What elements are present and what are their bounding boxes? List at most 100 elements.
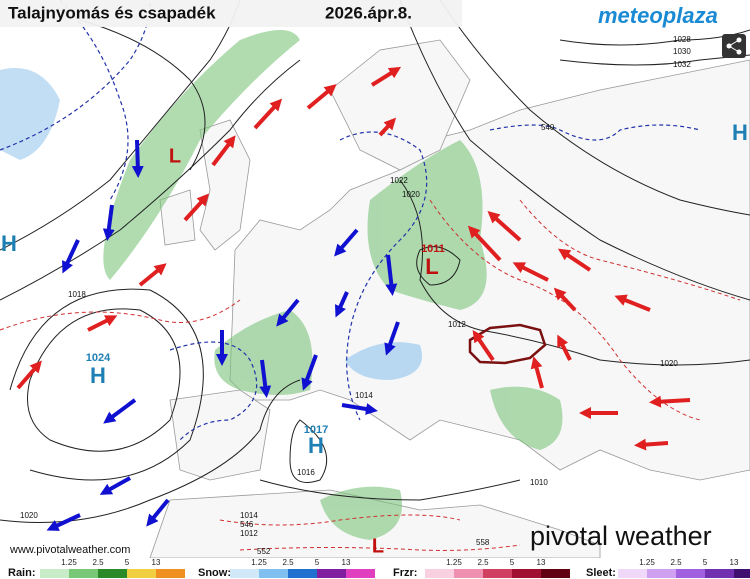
center-letter: H [90, 363, 106, 388]
center-value: 1011 [421, 243, 445, 255]
legend-swatch [230, 569, 259, 578]
wind-arrow [558, 248, 592, 272]
legend-tick: 13 [342, 558, 351, 567]
hungary-outline [468, 323, 547, 365]
wind-arrow [530, 356, 544, 389]
wind-arrow [487, 211, 522, 242]
legend-label: Rain: [8, 567, 36, 579]
wind-arrow [99, 476, 131, 495]
legend-swatch [346, 569, 375, 578]
isobar-label: 558 [476, 538, 490, 547]
wind-arrow [146, 498, 170, 527]
legend-tick: 13 [152, 558, 161, 567]
legend-swatch [647, 569, 676, 578]
wind-arrow [334, 291, 349, 318]
legend-tick: 5 [510, 558, 515, 567]
legend-swatch [259, 569, 288, 578]
legend-swatch [705, 569, 734, 578]
legend-swatch [40, 569, 69, 578]
wind-arrow [276, 298, 300, 327]
wind-arrow [378, 117, 397, 137]
wind-arrow [211, 135, 236, 167]
wind-arrow [131, 139, 144, 178]
wind-arrow [306, 84, 337, 110]
wind-arrow [557, 334, 572, 361]
legend-tick: 2.5 [282, 558, 294, 567]
center-letter: H [308, 433, 324, 458]
credit: www.pivotalweather.com [9, 544, 130, 556]
wind-arrow [183, 193, 210, 222]
wind-arrow [102, 204, 115, 241]
isobar-label: 1012 [240, 529, 258, 538]
wind-arrow [614, 294, 651, 312]
legend-tick: 2.5 [92, 558, 104, 567]
legend-swatch [317, 569, 346, 578]
isobar-labels: 1028 1030 1032 1022 1020 1018 1012 1014 … [20, 35, 691, 556]
legend-label: Sleet: [586, 567, 616, 579]
logo: meteoplaza [598, 3, 718, 28]
isobar-label: 552 [257, 547, 271, 556]
legend-tick: 13 [730, 558, 739, 567]
isobar-label: 1030 [673, 47, 691, 56]
snow [345, 342, 422, 380]
legend-swatch [483, 569, 512, 578]
legend: Rain: 1.25 2.5 5 13 Snow: 1.25 2.5 5 13 Frzr: 1.25 2… [8, 558, 750, 579]
wind-arrow [301, 354, 318, 391]
isobar-label: 1010 [530, 478, 548, 487]
share-button[interactable] [722, 34, 746, 58]
legend-tick: 2.5 [477, 558, 489, 567]
legend-tick: 1.25 [61, 558, 77, 567]
wind-arrow [341, 403, 378, 415]
legend-tick: 2.5 [670, 558, 682, 567]
height-contours [0, 0, 741, 551]
wind-arrow [87, 315, 118, 332]
legend-swatch [98, 569, 127, 578]
snow [0, 68, 60, 160]
isobar-label: 1014 [240, 511, 258, 520]
legend-tick: 13 [537, 558, 546, 567]
wind-arrow [259, 359, 272, 398]
legend-swatch [618, 569, 647, 578]
wind-arrow [385, 254, 398, 296]
title-bar [0, 0, 462, 27]
precipitation [103, 30, 563, 540]
isobar-label: 540 [541, 123, 555, 132]
legend-swatch [734, 569, 750, 578]
share-icon [726, 37, 742, 55]
legend-swatch [156, 569, 185, 578]
isobar-label: 1012 [448, 320, 466, 329]
wind-arrow [472, 330, 495, 362]
legend-tick: 1.25 [639, 558, 655, 567]
brand: pivotal weather [530, 521, 712, 551]
isobar-label: 1020 [660, 359, 678, 368]
center-value: 1017 [304, 424, 328, 436]
legend-label: Frzr: [393, 567, 417, 579]
isobar-label: 1020 [402, 190, 420, 199]
wind-arrow [370, 66, 402, 87]
date: 2026.ápr.8. [325, 3, 412, 22]
isobar-label: 1016 [297, 468, 315, 477]
legend-tick: 5 [315, 558, 320, 567]
legend-swatch [425, 569, 454, 578]
legend-tick: 5 [703, 558, 708, 567]
land [149, 39, 750, 559]
wind-arrow [253, 98, 283, 130]
isobar-label: 1020 [20, 511, 38, 520]
isobar-label: 1032 [673, 60, 691, 69]
wind-arrow [138, 263, 167, 287]
wind-arrow [512, 262, 549, 282]
wind-arrow [634, 438, 669, 451]
center-letter: H [1, 231, 17, 256]
wind-arrow [649, 395, 691, 408]
wind-arrows [16, 66, 691, 531]
pressure-centers: 1024 H 1017 H 1011 L L H H L [1, 120, 748, 557]
legend-swatch [69, 569, 98, 578]
center-letter: L [169, 145, 181, 167]
wind-arrow [553, 287, 577, 312]
legend-tick: 1.25 [446, 558, 462, 567]
center-letter: H [732, 120, 748, 145]
legend-tick: 5 [125, 558, 130, 567]
isobar-label: 1018 [68, 290, 86, 299]
wind-arrow [103, 398, 137, 424]
